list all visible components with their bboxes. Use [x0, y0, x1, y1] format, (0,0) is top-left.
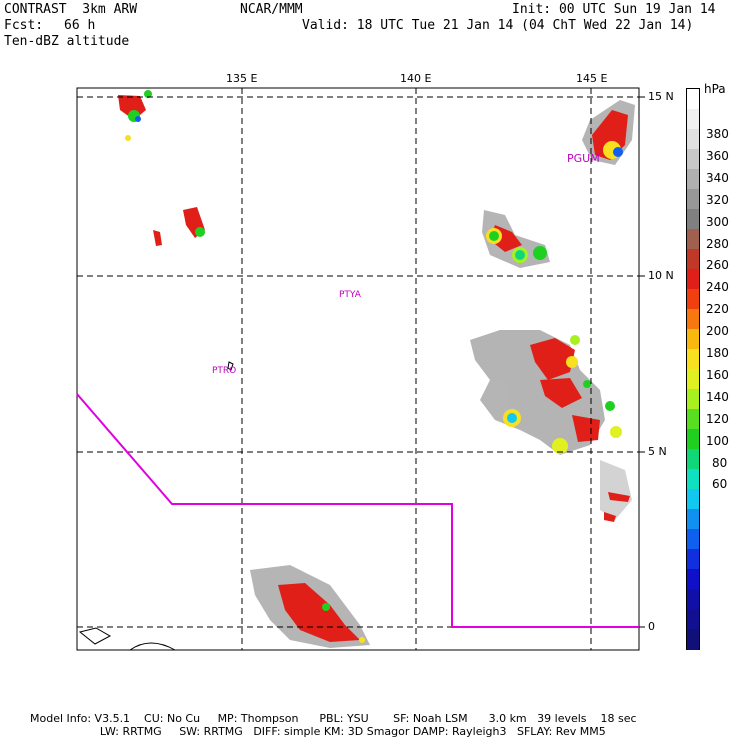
- init-time: Init: 00 UTC Sun 19 Jan 14: [512, 2, 716, 17]
- colorbar-segment: [687, 589, 699, 610]
- colorbar-segment: [687, 189, 699, 210]
- lon-tick-140: 140 E: [400, 72, 432, 85]
- colorbar-segment: [687, 229, 699, 250]
- colorbar-label: 140: [706, 389, 729, 404]
- colorbar-segment: [687, 109, 699, 130]
- colorbar-segment: [687, 509, 699, 530]
- colorbar-label: 100: [706, 433, 729, 448]
- colorbar-unit: hPa: [704, 82, 726, 96]
- colorbar-segment: [687, 469, 699, 490]
- colorbar-label: 320: [706, 192, 729, 207]
- lat-tick-10n: 10 N: [648, 269, 674, 282]
- footer-model-info: Model Info: V3.5.1 CU: No Cu MP: Thompso…: [30, 712, 637, 725]
- footer-physics-info: LW: RRTMG SW: RRTMG DIFF: simple KM: 3D …: [30, 725, 606, 738]
- colorbar-label: 220: [706, 302, 729, 317]
- colorbar-label: 200: [706, 324, 729, 339]
- colorbar-label: 380: [706, 127, 729, 141]
- lat-tick-5n: 5 N: [648, 445, 667, 458]
- maritime-boundary: [76, 393, 639, 628]
- colorbar-segment: [687, 329, 699, 350]
- colorbar-segment: [687, 269, 699, 290]
- colorbar-segment: [687, 629, 699, 650]
- station-pgum: PGUM: [567, 152, 600, 165]
- colorbar-label: 180: [706, 346, 729, 360]
- colorbar-segment: [687, 609, 699, 630]
- graticule: [77, 88, 639, 650]
- colorbar-segment: [687, 489, 699, 510]
- colorbar-segment: [687, 289, 699, 310]
- colorbar-label: 260: [706, 258, 729, 273]
- colorbar-label: 240: [706, 280, 729, 295]
- fcst-value: 66 h: [64, 18, 96, 33]
- org-label: NCAR/MMM: [240, 2, 303, 17]
- field-name: Ten-dBZ altitude: [4, 34, 130, 49]
- colorbar-segment: [687, 349, 699, 370]
- colorbar-segment: [687, 169, 699, 190]
- colorbar-label: 80: [712, 455, 728, 470]
- station-ptya: PTYA: [339, 290, 361, 300]
- colorbar-label: 360: [706, 148, 729, 163]
- colorbar-segment: [687, 369, 699, 390]
- colorbar-label: 300: [706, 214, 729, 229]
- lat-tick-15n: 15 N: [648, 90, 674, 103]
- colorbar-segment: [687, 569, 699, 590]
- colorbar-segment: [687, 529, 699, 550]
- colorbar-label: 280: [706, 236, 729, 251]
- colorbar-segment: [687, 429, 699, 450]
- model-title: CONTRAST 3km ARW: [4, 2, 138, 17]
- lon-tick-135: 135 E: [226, 72, 258, 85]
- colorbar: [686, 88, 700, 650]
- colorbar-segment: [687, 409, 699, 430]
- colorbar-segment: [687, 309, 699, 330]
- colorbar-segment: [687, 389, 699, 410]
- colorbar-label: 340: [706, 170, 729, 185]
- lon-tick-145: 145 E: [576, 72, 608, 85]
- fcst-label: Fcst:: [4, 18, 44, 33]
- frame-ticks: [639, 96, 645, 628]
- valid-time: Valid: 18 UTC Tue 21 Jan 14 (04 ChT Wed …: [302, 18, 694, 33]
- colorbar-segment: [687, 209, 699, 230]
- lat-tick-0: 0: [648, 620, 655, 633]
- colorbar-label: 160: [706, 367, 729, 382]
- colorbar-segment: [687, 129, 699, 150]
- colorbar-segment: [687, 149, 699, 170]
- colorbar-label: 120: [706, 411, 729, 426]
- colorbar-label: 60: [712, 477, 728, 492]
- colorbar-segment: [687, 249, 699, 270]
- echo-core: [125, 90, 623, 643]
- colorbar-segment: [687, 549, 699, 570]
- coastlines: [78, 361, 234, 651]
- colorbar-segment: [687, 449, 699, 470]
- station-ptro: PTRO: [212, 366, 237, 376]
- colorbar-segment: [687, 89, 699, 110]
